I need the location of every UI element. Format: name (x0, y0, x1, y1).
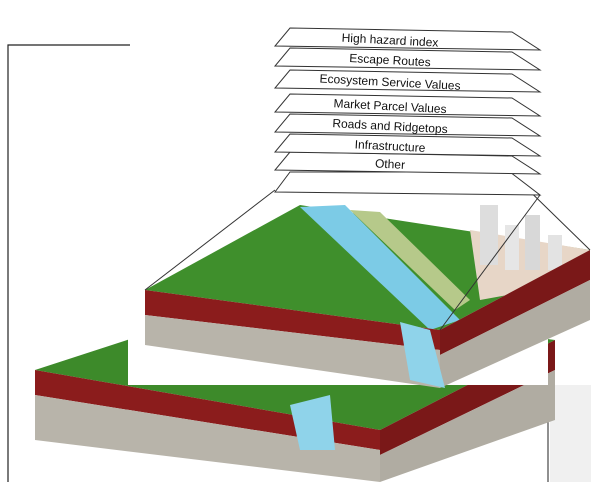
layer-label: Market Parcel Values (333, 96, 447, 116)
layer-label: Infrastructure (354, 137, 426, 155)
side-panel (550, 385, 591, 482)
layer-label: Escape Routes (349, 51, 431, 69)
layer-sheet (273, 93, 542, 117)
layer-sheet (273, 113, 542, 137)
layer-label: Roads and Ridgetops (332, 116, 448, 136)
layer-sheet (273, 133, 542, 157)
upper-block (145, 205, 590, 388)
layer-sheet (273, 27, 542, 51)
layer-label: Other (375, 156, 406, 172)
frame (7, 44, 130, 482)
layer-sheet (273, 47, 542, 71)
layer-sheet (273, 69, 542, 93)
layer-label: High hazard index (341, 31, 438, 50)
base-layer (274, 171, 542, 196)
